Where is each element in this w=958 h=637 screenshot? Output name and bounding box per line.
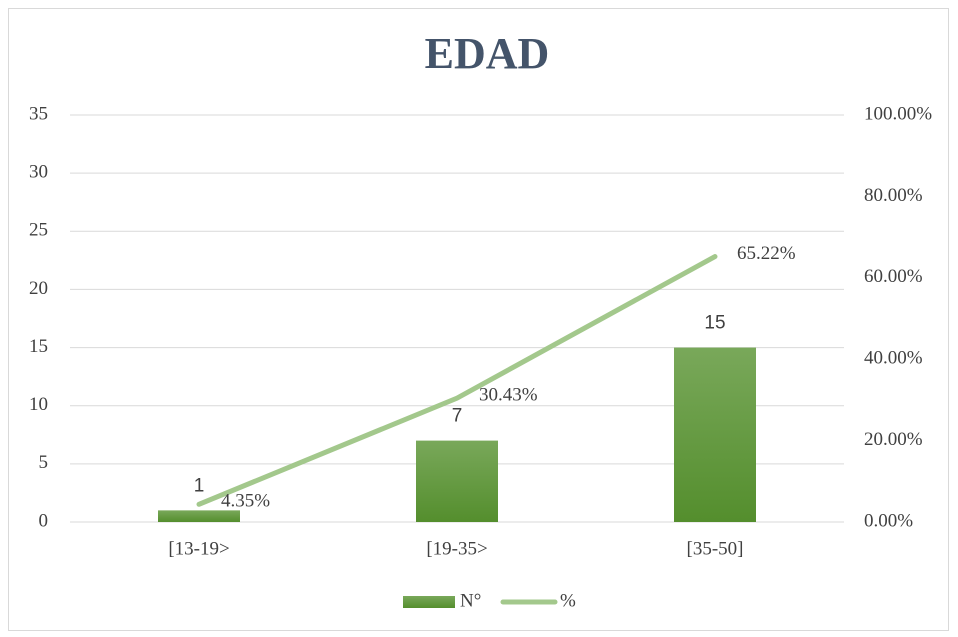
line-value-label: 65.22%: [737, 243, 796, 264]
y2-tick-label: 100.00%: [864, 103, 932, 124]
bar: [416, 440, 498, 522]
bar: [674, 347, 756, 522]
y-tick-label: 20: [29, 278, 48, 299]
y2-tick-label: 0.00%: [864, 510, 913, 531]
chart-frame: [8, 8, 949, 631]
line-value-label: 4.35%: [221, 491, 270, 512]
y-tick-label: 15: [29, 336, 48, 357]
legend-label: N°: [460, 590, 481, 611]
bar: [158, 510, 240, 522]
bar-value-label: 1: [194, 475, 205, 496]
chart-title: EDAD: [425, 29, 550, 78]
line: [196, 254, 718, 507]
y-tick-label: 5: [39, 452, 49, 473]
y2-tick-label: 20.00%: [864, 429, 923, 450]
legend-label: %: [560, 590, 576, 611]
x-tick-label: [19-35>: [426, 538, 487, 559]
x-tick-label: [13-19>: [168, 538, 229, 559]
y-tick-label: 0: [39, 510, 49, 531]
line-value-label: 30.43%: [479, 385, 538, 406]
x-tick-label: [35-50]: [687, 538, 744, 559]
legend-swatch: [403, 596, 455, 608]
y2-tick-label: 60.00%: [864, 266, 923, 287]
y-tick-label: 35: [29, 103, 48, 124]
y-tick-label: 10: [29, 394, 48, 415]
y-tick-label: 30: [29, 162, 48, 183]
y2-tick-label: 80.00%: [864, 185, 923, 206]
bar-value-label: 15: [704, 313, 725, 334]
y-tick-label: 25: [29, 220, 48, 241]
bar-value-label: 7: [452, 406, 463, 427]
y2-tick-label: 40.00%: [864, 348, 923, 369]
